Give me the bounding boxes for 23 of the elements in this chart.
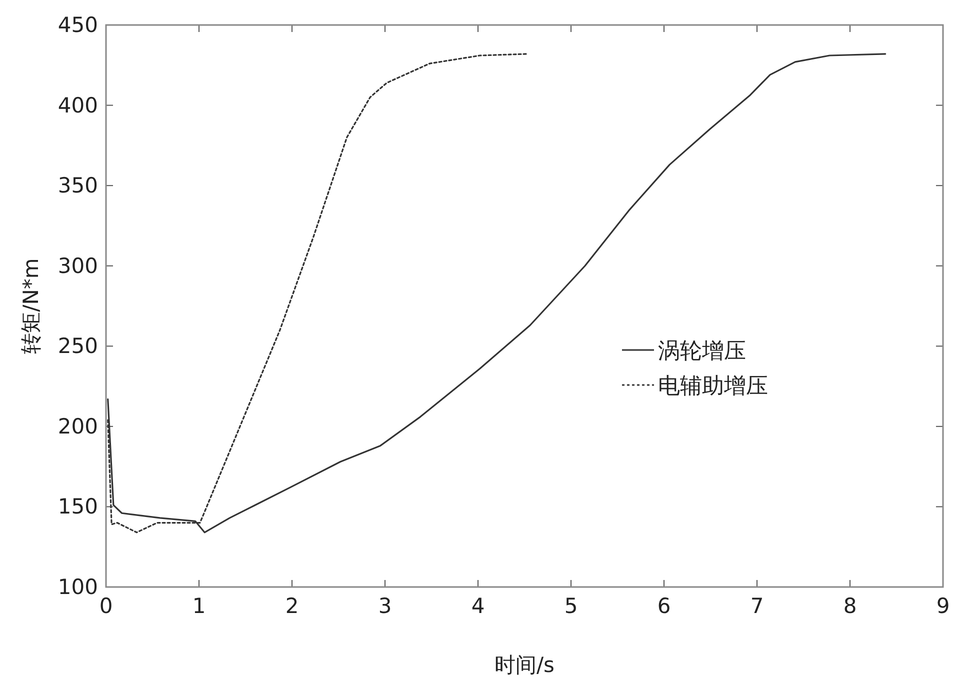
y-tick-label: 100	[58, 575, 98, 599]
x-tick-label: 6	[657, 594, 671, 618]
y-tick-label: 450	[58, 13, 98, 37]
legend-label: 电辅助增压	[658, 374, 768, 399]
x-tick-label: 7	[750, 594, 764, 618]
x-tick-label: 3	[378, 594, 392, 618]
y-tick-label: 250	[58, 334, 98, 358]
y-tick-label: 150	[58, 494, 98, 519]
line-series	[107, 53, 886, 534]
y-tick-label: 300	[58, 254, 98, 278]
x-tick-label: 9	[936, 594, 950, 618]
y-tick-label: 400	[58, 93, 98, 118]
x-tick-label: 0	[99, 594, 113, 618]
y-tick-label: 200	[58, 414, 98, 438]
x-tick-label: 1	[192, 594, 206, 618]
y-axis-title: 转矩/N*m	[19, 258, 43, 354]
x-axis-title: 时间/s	[494, 653, 555, 677]
y-tick-label: 350	[58, 174, 98, 198]
x-tick-label: 4	[471, 594, 485, 618]
legend-label: 涡轮增压	[658, 339, 746, 364]
x-tick-label: 5	[564, 594, 578, 618]
x-tick-label: 8	[843, 594, 857, 618]
x-tick-label: 2	[285, 594, 299, 618]
